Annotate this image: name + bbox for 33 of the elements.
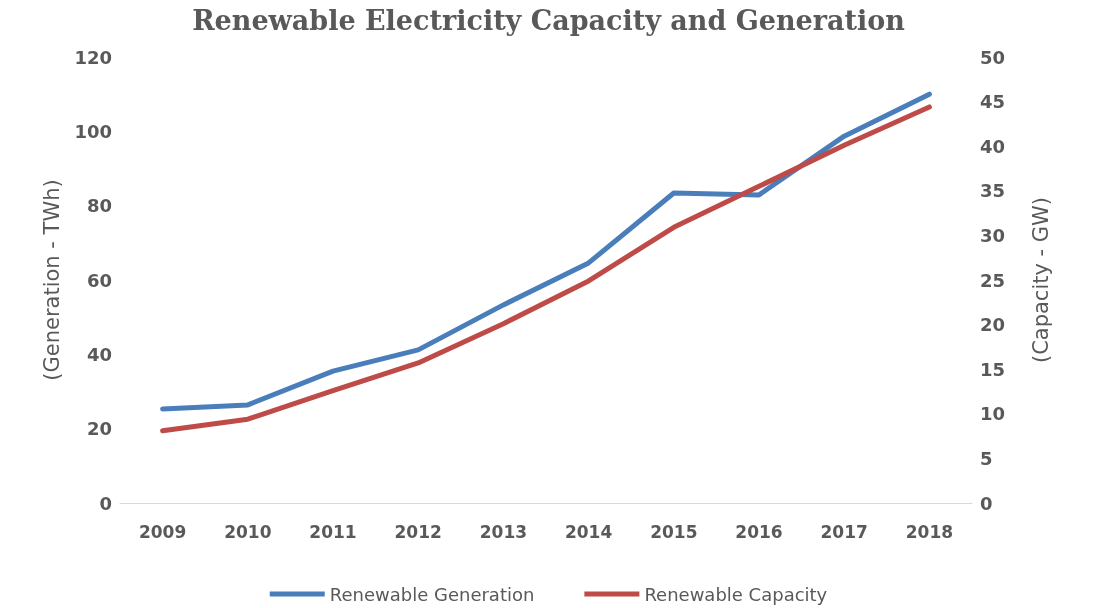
y2-tick-label: 0 [980,492,993,514]
y2-tick-label: 10 [980,403,1006,425]
y2-tick-label: 35 [980,180,1006,202]
y2-tick-label: 45 [980,91,1006,113]
y2-tick-label: 40 [980,135,1006,157]
y2-tick-label: 30 [980,224,1006,246]
y2-tick-label: 25 [980,269,1006,291]
y-tick-label: 120 [74,46,112,68]
y-tick-label: 80 [86,195,112,217]
y2-axis-title: (Capacity - GW) [1028,196,1053,364]
y-tick-label: 0 [99,492,112,514]
x-tick-label: 2012 [394,521,442,542]
x-tick-label: 2013 [479,521,528,542]
y2-tick-label: 5 [980,447,993,469]
x-tick-label: 2015 [650,521,698,542]
x-tick-label: 2011 [309,521,357,542]
y2-tick-label: 15 [980,358,1006,380]
legend-label: Renewable Capacity [644,583,828,605]
x-tick-label: 2016 [735,521,783,542]
legend-label: Renewable Generation [329,583,535,605]
x-tick-label: 2010 [224,521,272,542]
y2-tick-label: 20 [980,314,1006,336]
y-tick-label: 20 [86,418,112,440]
y-axis-title: (Generation - TWh) [39,179,64,381]
x-tick-label: 2014 [564,521,613,542]
y2-tick-label: 50 [980,46,1006,68]
y-tick-label: 100 [74,120,112,142]
y-tick-label: 40 [86,343,112,365]
x-tick-label: 2009 [138,521,187,542]
x-tick-label: 2018 [905,521,954,542]
x-tick-label: 2017 [820,521,868,542]
y-tick-label: 60 [86,269,112,291]
chart-title: Renewable Electricity Capacity and Generation [192,5,906,36]
